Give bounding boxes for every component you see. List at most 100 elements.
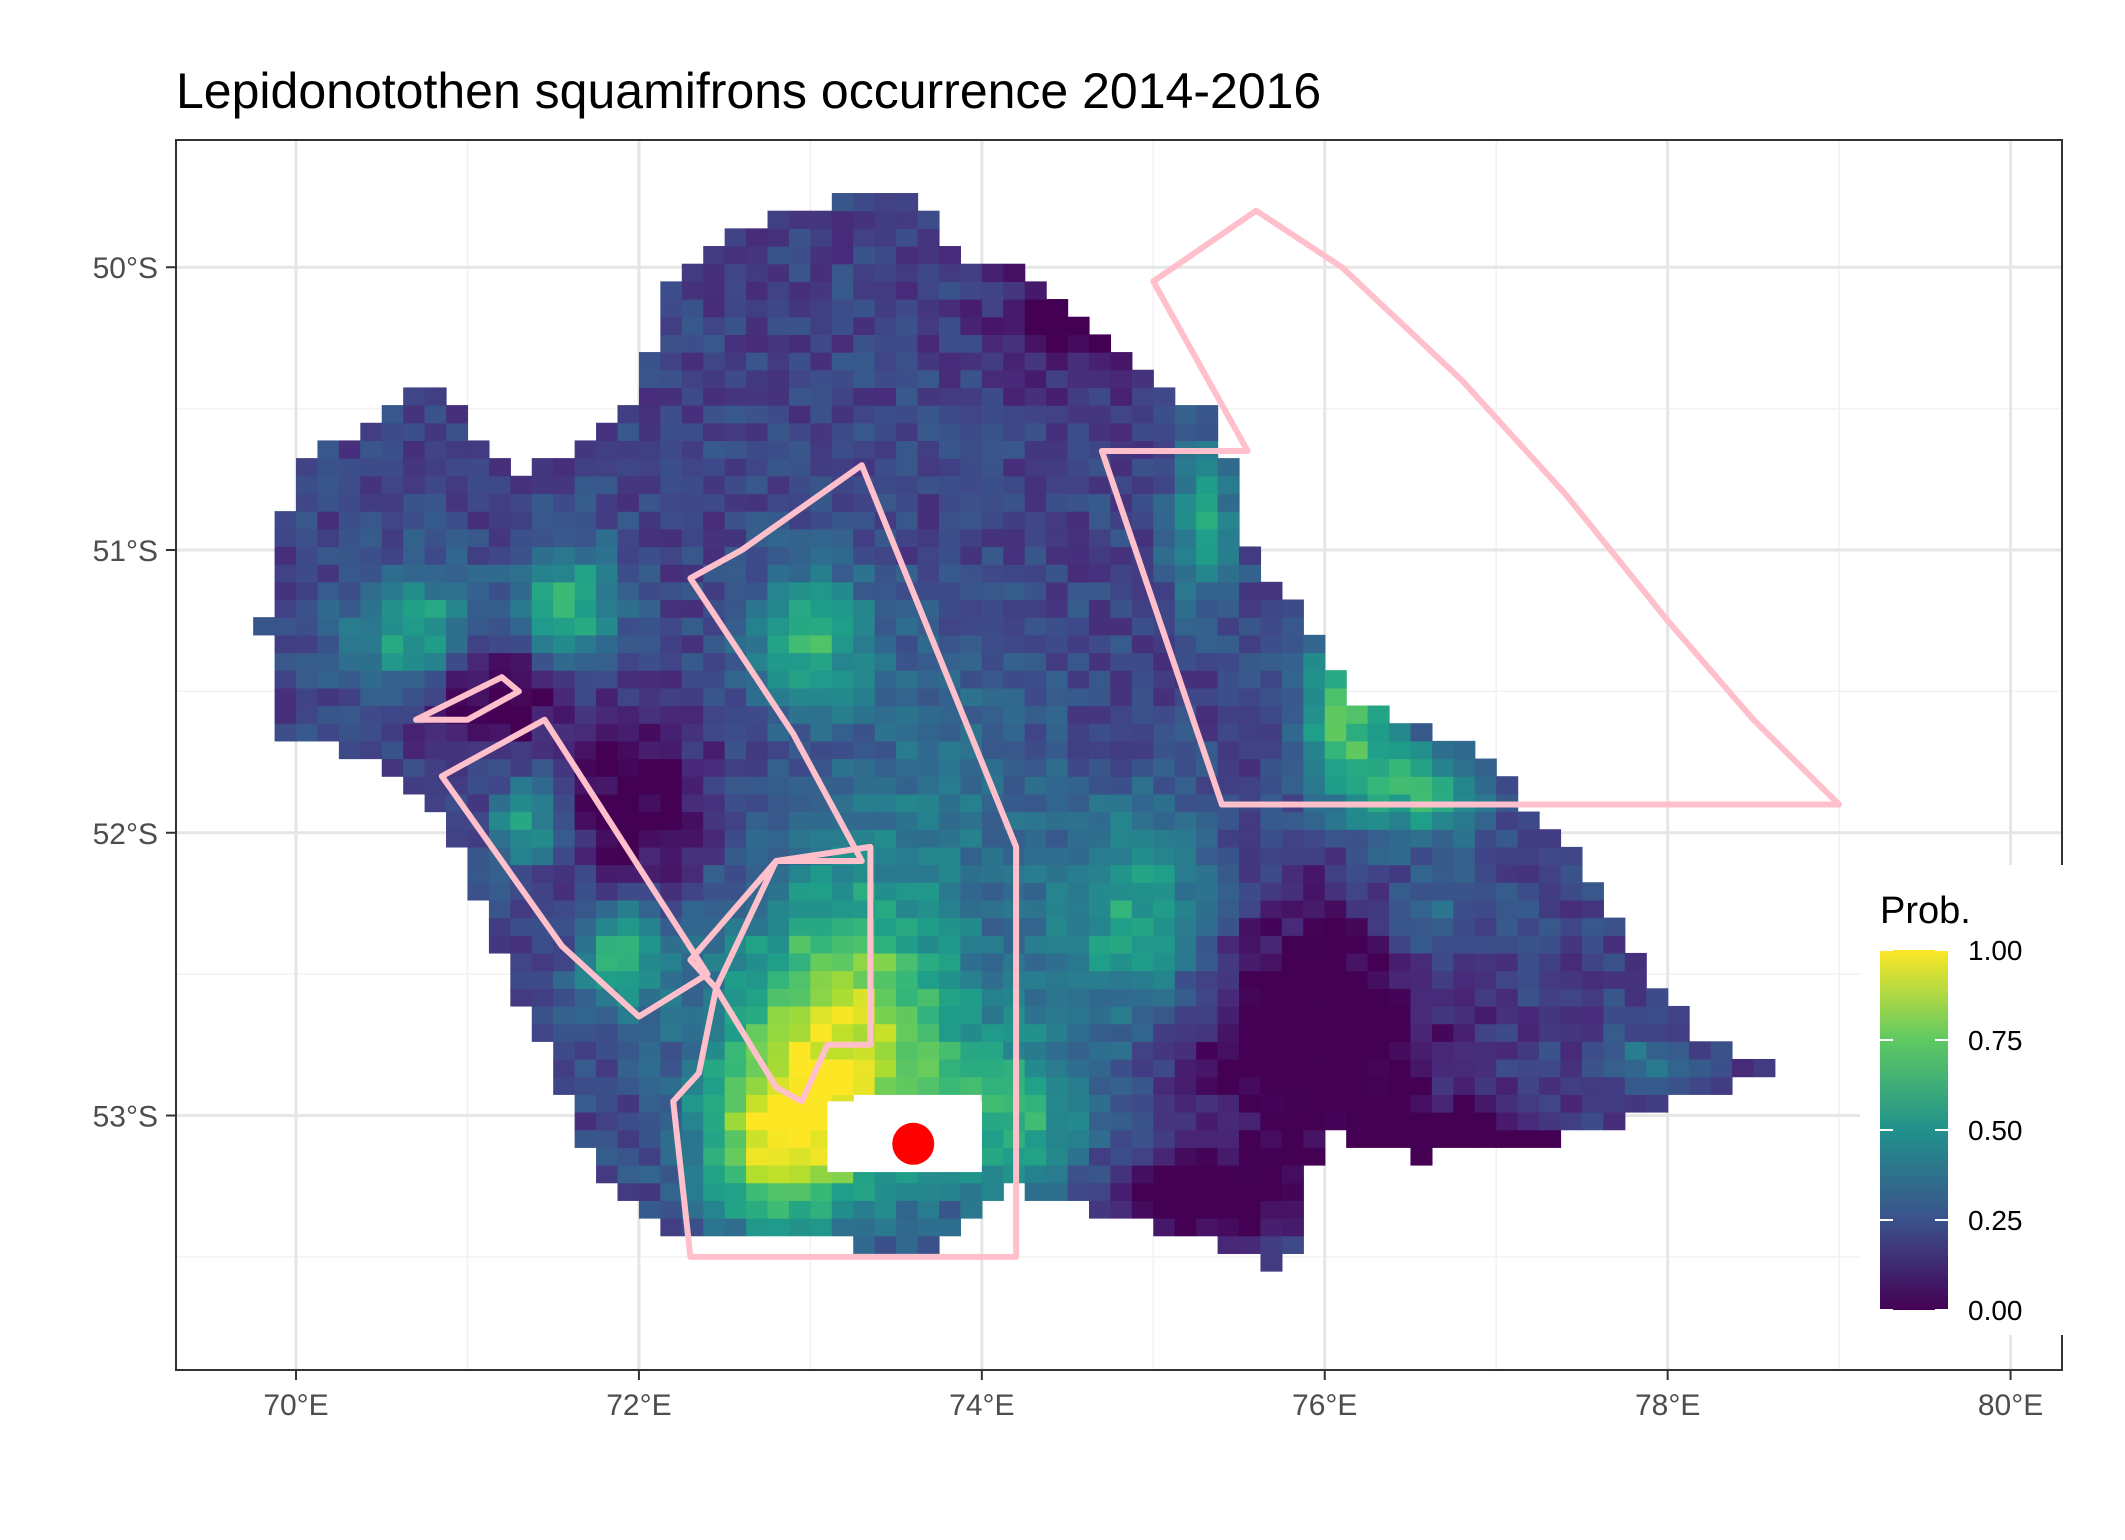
probability-cell (446, 829, 469, 848)
probability-cell (1560, 1005, 1583, 1025)
probability-cell (896, 440, 919, 459)
probability-cell (831, 210, 854, 229)
probability-cell (617, 1182, 640, 1201)
probability-cell (1431, 952, 1454, 972)
probability-cell (1174, 546, 1197, 565)
probability-cell (1067, 387, 1090, 406)
probability-cell (767, 528, 790, 548)
probability-cell (1153, 687, 1176, 707)
probability-cell (488, 458, 511, 477)
probability-cell (1110, 1129, 1133, 1148)
probability-cell (424, 546, 447, 565)
probability-cell (724, 687, 747, 707)
probability-cell (1196, 1200, 1219, 1219)
probability-cell (1067, 493, 1090, 512)
probability-cell (617, 952, 640, 972)
probability-cell (1689, 1041, 1712, 1060)
probability-cell (1217, 634, 1240, 654)
probability-cell (1024, 899, 1047, 919)
probability-cell (1088, 670, 1112, 689)
probability-cell (1153, 829, 1176, 848)
probability-cell (1474, 1041, 1497, 1060)
probability-cell (917, 546, 940, 565)
probability-cell (767, 882, 790, 901)
probability-cell (917, 440, 940, 459)
probability-cell (1131, 970, 1154, 989)
probability-cell (981, 546, 1004, 565)
probability-cell (767, 246, 790, 265)
probability-cell (1046, 811, 1069, 830)
legend: Prob. 1.000.750.500.250.00 (1860, 865, 2085, 1335)
probability-cell (1431, 829, 1454, 848)
probability-cell (724, 564, 747, 583)
probability-cell (1217, 723, 1240, 742)
probability-cell (938, 882, 962, 901)
probability-cell (1346, 917, 1369, 936)
probability-cell (574, 793, 597, 813)
probability-cell (681, 1076, 704, 1095)
probability-cell (1217, 458, 1240, 477)
probability-cell (896, 299, 919, 318)
probability-cell (424, 617, 447, 636)
probability-cell (1239, 1094, 1262, 1113)
probability-cell (681, 299, 704, 318)
probability-cell (960, 899, 983, 919)
probability-cell (788, 369, 811, 389)
probability-cell (1067, 1005, 1090, 1025)
probability-cell (1346, 723, 1369, 742)
probability-cell (1453, 776, 1476, 795)
legend-tick-label: 1.00 (1968, 935, 2023, 966)
x-tick-label: 70°E (263, 1389, 328, 1422)
probability-cell (1303, 1094, 1326, 1113)
probability-cell (1110, 581, 1133, 601)
probability-cell (510, 617, 533, 636)
probability-cell (1367, 882, 1390, 901)
probability-cell (381, 634, 404, 654)
probability-cell (703, 758, 726, 777)
chart-title: Lepidonotothen squamifrons occurrence 20… (176, 63, 1321, 119)
probability-cell (938, 970, 962, 989)
probability-cell (574, 475, 597, 495)
probability-cell (574, 1058, 597, 1078)
probability-cell (1003, 405, 1026, 424)
probability-cell (681, 793, 704, 813)
probability-cell (874, 405, 897, 424)
legend-tick-label: 0.00 (1968, 1295, 2023, 1326)
probability-cell (1024, 811, 1047, 830)
probability-cell (1131, 617, 1154, 636)
probability-cell (381, 617, 404, 636)
probability-cell (1046, 935, 1069, 954)
probability-cell (681, 493, 704, 512)
probability-cell (1303, 670, 1326, 689)
probability-cell (660, 369, 683, 389)
probability-cell (638, 670, 661, 689)
probability-cell (767, 405, 790, 424)
probability-cell (746, 970, 769, 989)
probability-cell (1174, 1165, 1197, 1184)
probability-cell (1389, 917, 1412, 936)
probability-cell (424, 687, 447, 707)
probability-cell (1517, 1129, 1540, 1148)
probability-cell (338, 652, 361, 671)
probability-cell (596, 599, 619, 618)
probability-cell (274, 705, 297, 724)
probability-cell (1046, 1147, 1069, 1166)
probability-cell (1131, 634, 1154, 654)
probability-cell (938, 564, 962, 583)
probability-cell (617, 917, 640, 936)
probability-cell (1110, 1111, 1133, 1131)
probability-cell (574, 882, 597, 901)
probability-cell (938, 334, 962, 353)
probability-cell (1196, 952, 1219, 972)
probability-cell (1088, 369, 1112, 389)
probability-cell (1003, 652, 1026, 671)
probability-cell (896, 758, 919, 777)
probability-cell (510, 776, 533, 795)
probability-cell (1153, 970, 1176, 989)
probability-cell (1088, 528, 1112, 548)
probability-cell (317, 634, 340, 654)
probability-cell (1003, 263, 1026, 282)
probability-cell (660, 970, 683, 989)
probability-cell (853, 617, 876, 636)
probability-cell (1088, 352, 1112, 371)
